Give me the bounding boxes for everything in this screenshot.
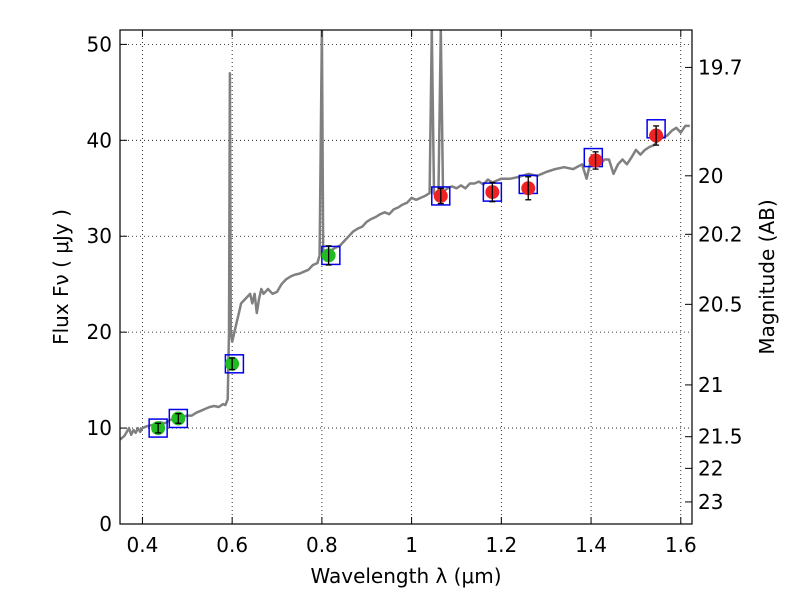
right-axis-label: Magnitude (AB): [755, 199, 779, 354]
x-tick-label: 1.4: [575, 533, 607, 557]
x-tick-label: 0.6: [216, 533, 248, 557]
right-tick-label: 23: [698, 490, 723, 514]
y-tick-label: 40: [87, 128, 112, 152]
right-tick-label: 21.5: [698, 425, 743, 449]
model-flux-square: [148, 418, 168, 438]
right-tick-label: 19.7: [698, 55, 743, 79]
y-tick-label: 20: [87, 320, 112, 344]
model-flux-square: [431, 186, 451, 206]
model-flux-square: [168, 408, 189, 429]
spectrum-layer: [120, 30, 690, 441]
y-tick-label: 50: [87, 32, 112, 56]
right-tick-label: 20.5: [698, 292, 743, 316]
x-tick-label: 0.4: [127, 533, 159, 557]
right-tick-label: 20: [698, 164, 723, 188]
axes: 0.4 0.6 0.8 1 1.2 1.4 1.6 0 10 20 30 40 50 19.7 20 20.2…: [87, 30, 743, 557]
y-tick-label: 10: [87, 416, 112, 440]
x-axis-label: Wavelength λ (μm): [310, 564, 501, 588]
y-axis-label: Flux Fν ( μJy ): [49, 209, 73, 345]
right-tick-label: 20.2: [698, 222, 743, 246]
x-tick-label: 1: [405, 533, 418, 557]
spectrum-line: [120, 30, 690, 441]
x-tick-label: 1.2: [485, 533, 517, 557]
right-tick-label: 21: [698, 373, 723, 397]
points-layer: [148, 119, 666, 438]
x-tick-label: 1.6: [665, 533, 697, 557]
y-tick-label: 0: [99, 512, 112, 536]
y-tick-label: 30: [87, 224, 112, 248]
plot-frame: [119, 29, 693, 525]
right-tick-label: 22: [698, 456, 723, 480]
x-tick-label: 0.8: [306, 533, 338, 557]
